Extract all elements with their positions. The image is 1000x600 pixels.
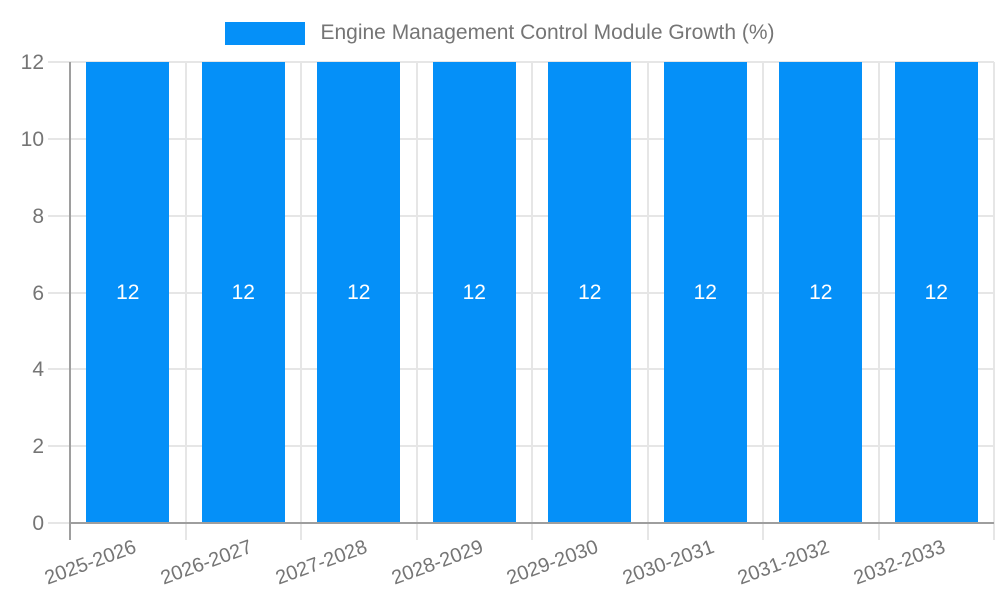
category-gridline [415,62,418,523]
bar[interactable]: 12 [201,62,285,523]
bar[interactable]: 12 [779,62,863,523]
bar-value-label: 12 [116,280,140,304]
y-axis-tick-label: 0 [32,512,44,535]
category-gridline [531,62,533,523]
category-gridline [993,62,995,523]
category-gridline [762,62,764,523]
y-axis-tick-label: 12 [20,51,44,74]
x-axis-tick [993,523,995,540]
bar-value-label: 12 [924,280,948,304]
x-axis-category-label: 2028-2029 [388,536,486,590]
x-axis-tick [762,523,764,540]
category-gridline [300,62,302,523]
x-axis-category-label: 2032-2033 [850,536,948,590]
bar-value-label: 12 [693,280,717,304]
y-axis-tick-label: 2 [32,435,44,459]
x-axis-tick [300,523,302,540]
bar[interactable]: 12 [317,62,401,523]
bar-value-label: 12 [462,280,486,304]
x-axis-category-label: 2027-2028 [272,536,371,590]
y-gridline [48,368,994,371]
y-gridline [48,445,994,448]
legend-label: Engine Management Control Module Growth … [320,21,775,44]
legend[interactable]: Engine Management Control Module Growth … [0,17,1000,49]
x-axis-tick [646,523,649,540]
bar[interactable]: 12 [86,62,170,523]
bar-value-label: 12 [578,280,602,304]
y-axis-tick-label: 8 [32,204,44,228]
y-axis-tick-label: 10 [20,127,44,151]
x-axis-category-label: 2029-2030 [503,536,602,590]
y-axis-tick-label: 6 [32,281,44,305]
y-axis-tick-label: 4 [32,358,44,382]
bar[interactable]: 12 [548,62,632,523]
bar[interactable]: 12 [663,62,747,523]
x-axis-line [70,522,994,524]
bar[interactable]: 12 [894,62,978,523]
legend-swatch [225,21,306,45]
bar-value-label: 12 [231,280,255,304]
y-gridline [48,522,70,524]
bar-value-label: 12 [809,280,833,304]
x-axis-category-label: 2031-2032 [734,536,833,590]
bar[interactable]: 12 [432,62,516,523]
y-gridline [48,137,994,140]
y-gridline [48,291,994,294]
category-gridline [646,62,649,523]
x-axis-category-label: 2030-2031 [619,536,717,590]
y-axis-line [69,62,71,540]
category-gridline [877,62,880,523]
y-gridline [48,214,994,217]
category-gridline [184,62,187,523]
x-axis-category-label: 2026-2027 [157,536,255,590]
x-axis-tick [415,523,418,540]
x-axis-category-label: 2025-2026 [41,536,140,590]
bar-value-label: 12 [347,280,371,304]
x-axis-tick [531,523,533,540]
x-axis-tick [877,523,880,540]
x-axis-tick [184,523,187,540]
y-gridline [48,61,994,63]
